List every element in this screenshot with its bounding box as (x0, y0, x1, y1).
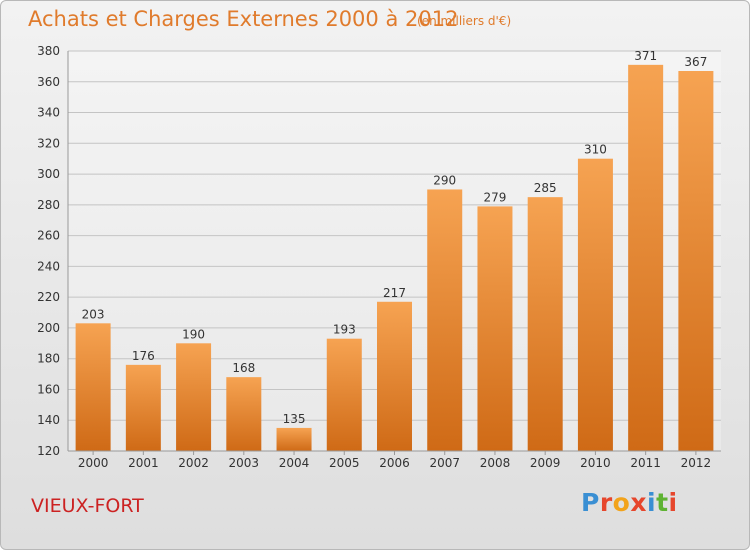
bar-2006 (377, 301, 412, 451)
y-tick-label: 340 (37, 106, 60, 120)
data-label: 203 (82, 307, 105, 321)
logo-letter: t (656, 488, 669, 517)
bar-2001 (125, 364, 161, 451)
logo-letter: x (630, 488, 647, 517)
bar-2007 (427, 189, 463, 451)
data-label: 285 (534, 181, 557, 195)
y-tick-label: 180 (37, 352, 60, 366)
y-tick-label: 300 (37, 167, 60, 181)
data-label: 310 (584, 143, 607, 157)
x-tick-label: 2004 (279, 456, 310, 470)
data-label: 371 (634, 49, 657, 63)
x-tick-label: 2008 (480, 456, 511, 470)
x-tick-label: 2002 (178, 456, 209, 470)
x-tick-label: 2011 (630, 456, 661, 470)
y-tick-label: 220 (37, 290, 60, 304)
chart-title: Achats et Charges Externes 2000 à 2012 (28, 7, 459, 31)
bar-2005 (326, 338, 362, 451)
y-tick-label: 380 (37, 44, 60, 58)
data-label: 367 (684, 55, 707, 69)
x-tick-label: 2010 (580, 456, 611, 470)
bar-2010 (577, 158, 613, 451)
x-tick-label: 2000 (78, 456, 109, 470)
data-label: 190 (182, 327, 205, 341)
bar-2004 (276, 427, 312, 451)
x-tick-label: 2005 (329, 456, 360, 470)
bar-2011 (628, 64, 664, 451)
x-tick-label: 2009 (530, 456, 561, 470)
proxiti-logo: Proxiti (581, 488, 678, 517)
x-tick-label: 2001 (128, 456, 159, 470)
data-label: 290 (433, 173, 456, 187)
bar-2008 (477, 206, 513, 451)
data-label: 176 (132, 349, 155, 363)
data-label: 135 (283, 412, 306, 426)
y-tick-label: 120 (37, 444, 60, 458)
bar-2009 (527, 197, 563, 451)
data-label: 193 (333, 323, 356, 337)
bar-2002 (176, 343, 212, 451)
data-label: 217 (383, 286, 406, 300)
y-tick-label: 140 (37, 413, 60, 427)
x-tick-label: 2007 (429, 456, 460, 470)
y-tick-label: 360 (37, 75, 60, 89)
logo-letter: i (668, 488, 678, 517)
x-tick-label: 2003 (229, 456, 260, 470)
bar-2012 (678, 71, 714, 451)
y-tick-label: 200 (37, 321, 60, 335)
x-tick-label: 2012 (681, 456, 712, 470)
y-tick-label: 280 (37, 198, 60, 212)
bar-2000 (75, 323, 111, 451)
logo-letter: P (581, 488, 600, 517)
bar-2003 (226, 377, 262, 451)
y-tick-label: 160 (37, 382, 60, 396)
x-tick-label: 2006 (379, 456, 410, 470)
chart-subtitle: (en milliers d'€) (417, 14, 512, 28)
data-label: 168 (232, 361, 255, 375)
data-label: 279 (484, 190, 507, 204)
logo-letter: r (599, 488, 613, 517)
logo-letter: i (647, 488, 657, 517)
commune-name: VIEUX-FORT (31, 495, 144, 517)
logo-letter: o (612, 488, 631, 517)
y-tick-label: 260 (37, 229, 60, 243)
y-tick-label: 320 (37, 136, 60, 150)
y-tick-label: 240 (37, 259, 60, 273)
